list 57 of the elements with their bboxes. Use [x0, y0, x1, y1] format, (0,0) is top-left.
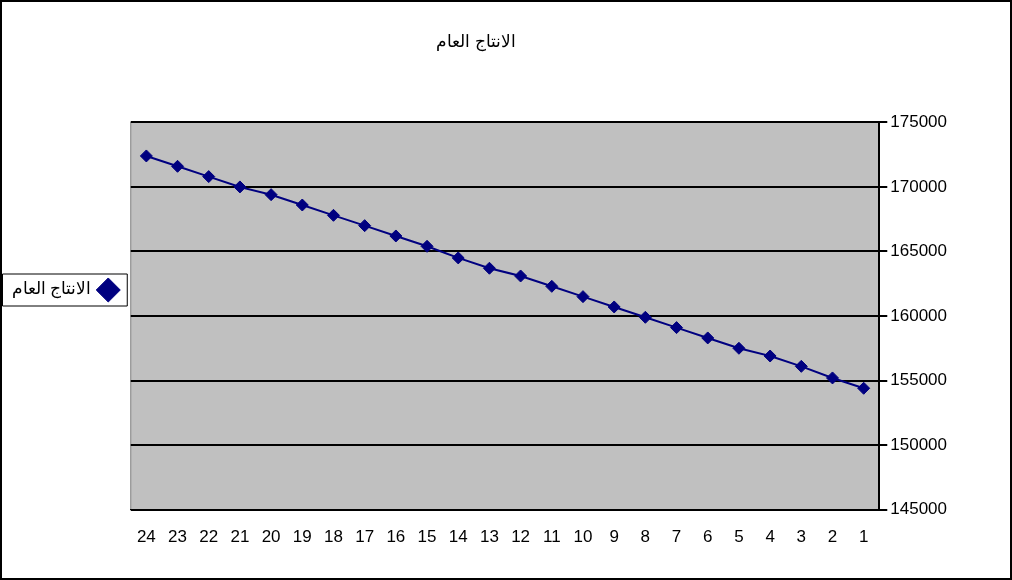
- x-tick-label: 5: [734, 527, 744, 547]
- point: [763, 349, 777, 363]
- x-tick-label: 13: [479, 527, 499, 547]
- point: [514, 269, 528, 283]
- y-tick-label: 155000: [890, 370, 948, 390]
- point: [670, 321, 684, 335]
- x-tick-label: 2: [827, 527, 838, 547]
- point: [358, 219, 372, 233]
- y-tick-label: 160000: [890, 305, 948, 325]
- point: [420, 239, 434, 253]
- x-tick-label: 14: [448, 527, 468, 547]
- x-tick-label: 24: [136, 527, 156, 547]
- point: [857, 381, 871, 395]
- x-tick-label: 15: [417, 527, 437, 547]
- point: [202, 170, 216, 184]
- point: [825, 371, 839, 385]
- chart-title: الانتاج العام: [436, 31, 516, 52]
- x-tick-label: 6: [703, 527, 713, 547]
- point: [451, 251, 465, 265]
- point: [482, 261, 496, 275]
- x-tick-label: 23: [168, 527, 187, 547]
- x-tick-label: 16: [386, 527, 406, 547]
- y-tick-label: 170000: [890, 176, 948, 196]
- point: [638, 310, 652, 324]
- y-tick-label: 165000: [890, 241, 948, 261]
- x-tick-label: 19: [292, 527, 312, 547]
- x-tick-label: 9: [609, 527, 619, 547]
- x-tick-label: 18: [324, 527, 343, 547]
- x-tick-label: 4: [765, 527, 775, 547]
- x-tick-label: 12: [511, 527, 531, 547]
- point: [701, 331, 715, 345]
- x-tick-label: 8: [640, 527, 651, 547]
- x-tick-label: 11: [542, 527, 561, 547]
- y-tick-label: 150000: [890, 434, 948, 454]
- point: [264, 188, 278, 202]
- y-tick-label: 145000: [890, 499, 948, 519]
- point: [171, 159, 185, 173]
- x-tick-label: 3: [796, 527, 807, 547]
- x-tick-label: 17: [355, 527, 375, 547]
- point: [233, 180, 247, 194]
- x-tick-label: 10: [573, 527, 593, 547]
- legend-label: الانتاج العام: [12, 279, 92, 300]
- point: [576, 290, 590, 304]
- x-tick-label: 22: [199, 527, 219, 547]
- point: [732, 341, 746, 355]
- y-tick-label: 175000: [890, 112, 948, 132]
- x-tick-label: 7: [671, 527, 682, 547]
- x-tick-label: 1: [858, 527, 869, 547]
- point: [326, 208, 340, 222]
- x-tick-label: 20: [261, 527, 281, 547]
- point: [389, 229, 403, 243]
- point: [139, 149, 153, 163]
- point: [545, 279, 559, 293]
- x-tick-label: 21: [230, 527, 250, 547]
- point: [607, 300, 621, 314]
- point: [295, 198, 309, 212]
- point: [794, 359, 808, 373]
